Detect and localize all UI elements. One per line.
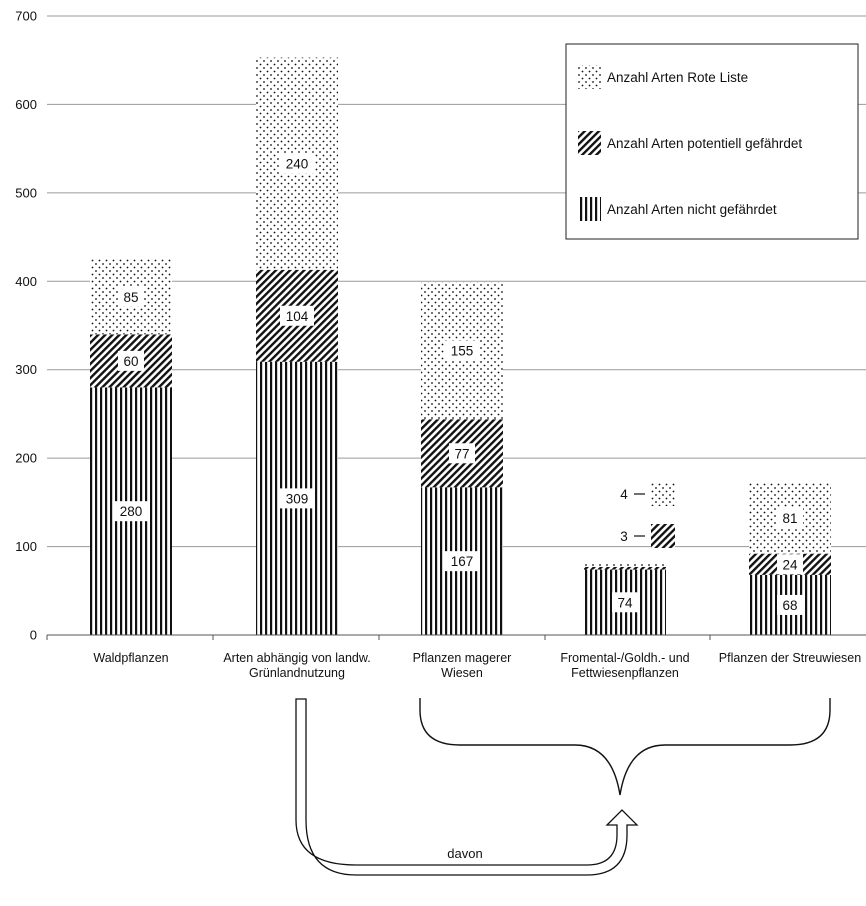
data-label-bg (445, 340, 479, 361)
legend-box (565, 43, 859, 240)
category-label: Fromental-/Goldh.- und Fettwiesenpflanzen (560, 651, 689, 680)
data-label: 81 (782, 511, 797, 526)
legend-swatch (578, 131, 601, 155)
y-axis-tick-labels: 0 100 200 300 400 500 600 700 (15, 9, 37, 643)
category-label: Pflanzen der Streuwiesen (719, 651, 861, 665)
y-tick-label: 400 (15, 274, 37, 289)
curly-brace (419, 698, 831, 796)
data-label-bg (612, 592, 638, 613)
y-tick-label: 200 (15, 451, 37, 466)
small-segment-swatch (651, 482, 675, 506)
legend: Anzahl Arten Rote Liste Anzahl Arten pote… (565, 43, 859, 240)
data-labels: 280 60 85 309 104 240 167 77 155 74 68 24 81 4 3 (114, 153, 803, 615)
small-segment-swatch (651, 524, 675, 548)
x-axis-category-labels: Waldpflanzen Arten abhängig von landw. Grü… (93, 651, 861, 680)
data-label: 85 (123, 290, 138, 305)
data-label: 167 (451, 554, 474, 569)
data-label: 104 (286, 309, 309, 324)
y-tick-label: 500 (15, 185, 37, 200)
data-label-bg (280, 153, 314, 174)
category-label: Arten abhängig von landw. Grünlandnutzung (223, 651, 370, 680)
data-label: 60 (123, 354, 138, 369)
u-arrow (295, 698, 639, 876)
data-label-bg (118, 286, 144, 307)
bar-segment (584, 566, 666, 570)
arrow-label: davon (447, 846, 482, 861)
data-label: 24 (782, 557, 798, 572)
category-label: Pflanzen magerer Wiesen (413, 651, 512, 680)
data-label-bg (114, 501, 148, 522)
data-label: 74 (617, 595, 633, 610)
data-label: 3 (620, 529, 628, 544)
legend-swatch (578, 197, 601, 221)
bar-segment (584, 563, 666, 567)
data-label-bg (777, 507, 803, 528)
data-label-bg (445, 551, 479, 572)
y-tick-label: 300 (15, 362, 37, 377)
x-axis (46, 634, 866, 640)
legend-label: Anzahl Arten nicht gefährdet (607, 202, 777, 217)
legend-swatch (578, 65, 601, 89)
y-tick-label: 600 (15, 97, 37, 112)
y-tick-label: 0 (30, 628, 37, 643)
data-label: 4 (620, 487, 628, 502)
category-label: Waldpflanzen (93, 651, 168, 665)
data-label: 240 (286, 157, 309, 172)
data-label: 309 (286, 491, 309, 506)
y-tick-label: 100 (15, 539, 37, 554)
data-label-bg (280, 488, 314, 509)
data-label-bg (449, 443, 475, 464)
data-label: 77 (454, 446, 469, 461)
data-label: 280 (120, 504, 143, 519)
data-label-bg (118, 350, 144, 371)
data-label-bg (777, 554, 803, 575)
data-label-bg (777, 594, 803, 615)
legend-label: Anzahl Arten Rote Liste (607, 70, 748, 85)
y-tick-label: 700 (15, 9, 37, 24)
bracket-annotation: davon (295, 698, 831, 876)
data-label: 68 (782, 598, 797, 613)
legend-label: Anzahl Arten potentiell gefährdet (607, 136, 802, 151)
data-label: 155 (451, 344, 474, 359)
data-label-bg (280, 305, 314, 326)
